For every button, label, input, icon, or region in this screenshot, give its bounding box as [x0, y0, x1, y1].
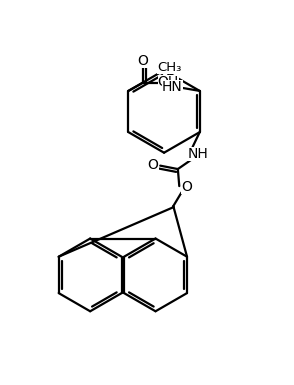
- Text: O: O: [137, 54, 148, 68]
- Text: HN: HN: [162, 80, 183, 94]
- Text: NH: NH: [187, 147, 208, 161]
- Text: O: O: [181, 180, 192, 194]
- Text: O: O: [148, 158, 158, 172]
- Text: OH: OH: [158, 75, 179, 89]
- Text: CH₃: CH₃: [157, 60, 181, 74]
